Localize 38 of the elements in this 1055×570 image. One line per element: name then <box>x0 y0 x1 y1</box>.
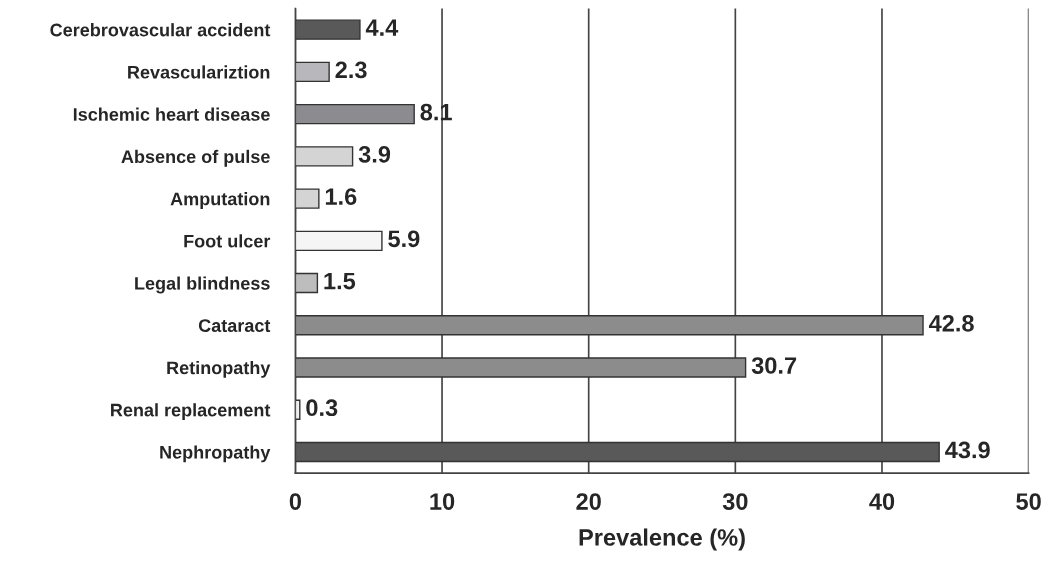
bar <box>295 315 924 336</box>
y-tick-label: Cataract <box>198 319 271 333</box>
y-tick-label: Revasculariztion <box>128 65 270 79</box>
y-tick-label: Renal replacement <box>111 403 271 421</box>
bar <box>295 357 747 378</box>
x-tick-label: 50 <box>1016 493 1041 510</box>
bar <box>295 103 415 125</box>
data-label: 0.3 <box>306 399 338 417</box>
data-label: 3.9 <box>358 145 391 163</box>
x-axis-title: Prevalence (%) <box>579 528 745 551</box>
bar <box>295 19 361 40</box>
data-label: 43.9 <box>945 441 990 459</box>
bar <box>295 441 940 463</box>
data-label: 1.6 <box>325 188 357 205</box>
x-tick-label: 10 <box>430 493 455 510</box>
data-label: 42.8 <box>928 314 974 332</box>
x-tick-label: 20 <box>576 493 601 510</box>
y-tick-label: Absence of pulse <box>121 149 270 167</box>
y-tick-label: Legal blindness <box>135 276 270 294</box>
y-tick-label: Foot ulcer <box>184 234 271 248</box>
y-tick-label: Cerebrovascular accident <box>50 23 271 37</box>
data-label: 30.7 <box>751 357 797 374</box>
bar <box>295 272 319 294</box>
x-tick-label: 40 <box>869 493 895 510</box>
y-tick-label: Nephropathy <box>160 445 271 463</box>
x-tick-label: 0 <box>289 493 301 510</box>
y-tick-label: Retinopathy <box>167 360 271 378</box>
x-tick-label: 30 <box>722 493 748 510</box>
bar <box>295 188 320 209</box>
bar <box>295 61 330 83</box>
bar <box>295 146 354 167</box>
y-tick-label: Amputation <box>170 192 270 209</box>
data-label: 4.4 <box>365 19 399 36</box>
data-label: 5.9 <box>388 230 420 248</box>
bar <box>295 230 383 252</box>
data-label: 2.3 <box>335 61 367 79</box>
y-tick-label: Ischemic heart disease <box>73 107 270 121</box>
data-label: 1.5 <box>324 272 356 290</box>
